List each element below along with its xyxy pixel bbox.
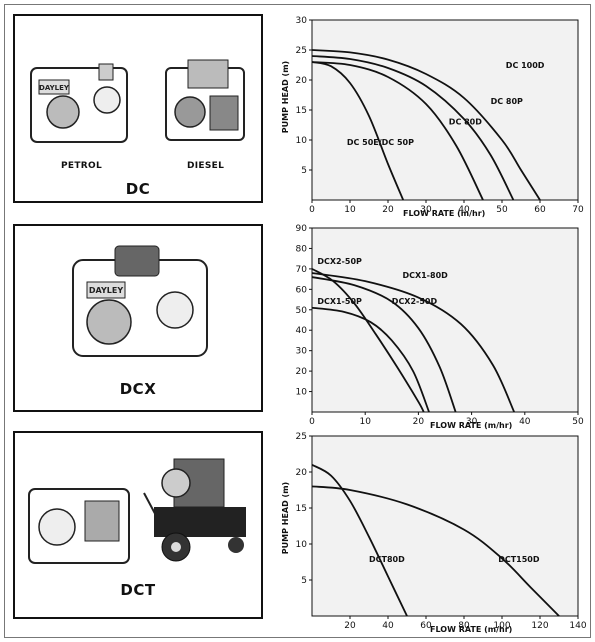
series-line-dc-80d [311,61,484,201]
series-label-dcx1-50p: DCX1-50P [317,297,362,306]
x-tick-label: 60 [534,205,546,215]
y-tick-label: 5 [301,166,307,176]
x-tick-label: 10 [344,205,356,215]
y-tick-label: 20 [296,468,308,478]
y-axis-label: PUMP HEAD (m) [281,61,290,133]
diesel-pump-image [165,59,245,141]
panel-title-dcx: DCX [119,380,157,398]
x-tick-label: 0 [309,205,315,215]
series-line-dc-50e-dc-50p [311,61,405,201]
x-tick-label: 40 [382,621,394,631]
x-axis-label: FLOW RATE (m/hr) [430,421,512,430]
y-tick-label: 80 [296,244,308,254]
x-tick-label: 100 [493,621,510,631]
series-label-dct150d: DCT150D [498,555,540,564]
series-line-dc-100d [311,49,541,201]
y-tick-label: 10 [296,540,308,550]
y-tick-label: 10 [296,136,308,146]
panel-title-dct: DCT [120,581,156,599]
y-tick-label: 30 [296,347,308,357]
caption-diesel: DIESEL [187,161,225,171]
dcx-pump-image: DAYLEY [72,245,208,357]
series-line-dc-80p [311,55,515,201]
x-tick-label: 20 [382,205,394,215]
y-tick-label: 20 [296,367,308,377]
x-tick-label: 20 [413,417,425,427]
y-tick-label: 5 [301,576,307,586]
y-tick-label: 15 [296,504,307,514]
series-line-dcx1-80d [311,272,515,413]
x-tick-label: 10 [359,417,371,427]
dct-pump-image-left [28,488,130,564]
series-line-dcx2-50d [311,276,457,413]
y-tick-label: 90 [296,224,308,234]
panel-title-dc: DC [125,180,151,198]
plot-area [311,435,579,617]
x-tick-label: 50 [496,205,508,215]
series-label-dc-80d: DC 80D [449,117,482,126]
y-tick-label: 70 [296,265,308,275]
figure-frame [4,4,591,638]
series-label-dc-50e-dc-50p: DC 50E/DC 50P [347,138,414,147]
x-tick-label: 70 [572,205,584,215]
x-tick-label: 40 [519,417,531,427]
series-line-dct150d [311,485,560,617]
caption-petrol: PETROL [61,161,102,171]
series-label-dct80d: DCT80D [369,555,405,564]
y-tick-label: 10 [296,388,308,398]
series-label-dc-100d: DC 100D [506,61,545,70]
y-tick-label: 20 [296,76,308,86]
y-axis-label: PUMP HEAD (m) [281,482,290,554]
x-tick-label: 40 [458,205,470,215]
chart-dcx: 0 10 20 30 40 50 10 20 30 40 50 60 70 80 90 FLOW RATE (… [296,224,584,430]
x-tick-label: 120 [531,621,548,631]
panel-dct: DCT [13,431,263,619]
y-tick-label: 50 [296,306,308,316]
svg-text:DAYLEY: DAYLEY [39,84,70,92]
series-label-dcx2-50d: DCX2-50D [392,297,438,306]
panel-dc: DAYLEY PETROL DIESEL DC [13,14,263,203]
x-axis-label: FLOW RATE (m/hr) [403,209,485,218]
x-tick-label: 20 [344,621,356,631]
series-label-dcx1-80d: DCX1-80D [402,271,448,280]
x-tick-label: 50 [572,417,584,427]
x-tick-label: 80 [458,621,470,631]
y-tick-label: 15 [296,106,307,116]
dct-pump-image-right [143,458,246,562]
series-label-dcx2-50p: DCX2-50P [317,257,362,266]
y-tick-label: 25 [296,46,307,56]
y-tick-label: 30 [296,16,308,26]
svg-text:DAYLEY: DAYLEY [89,286,123,295]
x-tick-label: 140 [569,621,586,631]
chart-dct: 20 40 60 80 100 120 140 5 10 15 20 25 FLOW RATE (m/h… [281,432,587,634]
x-tick-label: 30 [420,205,432,215]
petrol-pump-image: DAYLEY [30,63,128,143]
series-label-dc-80p: DC 80P [491,97,523,106]
x-tick-label: 0 [309,417,315,427]
plot-area [311,227,579,413]
y-tick-label: 60 [296,285,308,295]
y-tick-label: 40 [296,326,308,336]
series-line-dcx1-50p [311,306,430,413]
x-axis-label: FLOW RATE (m/hr) [430,625,512,634]
panel-dcx: DAYLEY DCX [13,224,263,412]
x-tick-label: 60 [420,621,432,631]
plot-area [311,19,579,201]
x-tick-label: 30 [466,417,478,427]
y-tick-label: 25 [296,432,307,442]
series-line-dct80d [311,464,408,617]
